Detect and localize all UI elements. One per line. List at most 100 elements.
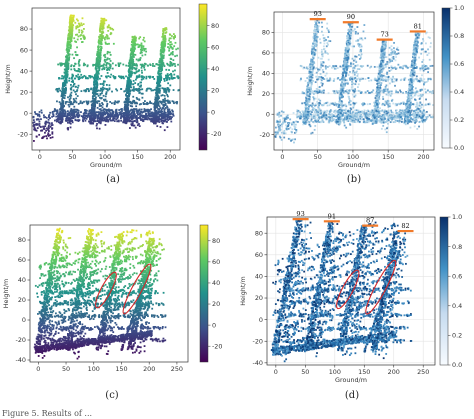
data-point [99, 40, 102, 43]
data-point [92, 100, 95, 103]
data-point [321, 25, 324, 28]
data-point [100, 120, 102, 123]
data-point [153, 117, 155, 120]
data-point [359, 112, 361, 115]
data-point [132, 63, 134, 65]
data-point [309, 86, 311, 89]
data-point [122, 112, 125, 114]
data-point [121, 114, 123, 117]
data-point [138, 91, 141, 94]
data-point [107, 120, 110, 123]
data-point [104, 36, 107, 39]
data-point [64, 102, 67, 105]
data-point [122, 120, 125, 123]
data-point [161, 107, 164, 109]
data-point [60, 113, 63, 116]
data-point [313, 46, 315, 49]
data-point [166, 93, 169, 96]
data-point [85, 114, 88, 117]
data-point [169, 37, 172, 40]
data-point [92, 92, 95, 95]
data-point [283, 132, 285, 135]
data-point [354, 117, 357, 120]
data-point [156, 91, 159, 94]
data-point [306, 103, 309, 106]
data-point [128, 111, 131, 114]
data-point [35, 135, 38, 138]
data-point [318, 107, 320, 110]
data-point [61, 118, 64, 121]
data-point [308, 90, 311, 93]
data-point [314, 81, 317, 84]
data-point [301, 116, 304, 118]
data-point [323, 42, 326, 45]
data-point [63, 109, 66, 112]
data-point [352, 82, 355, 85]
data-point [67, 103, 70, 106]
data-point [282, 117, 285, 120]
data-point [349, 120, 352, 123]
data-point [97, 45, 100, 47]
data-point [63, 81, 66, 84]
data-point [62, 82, 65, 85]
data-point [44, 116, 47, 118]
data-point [323, 89, 325, 92]
data-point [81, 102, 84, 105]
data-point [381, 110, 384, 113]
data-point [283, 119, 286, 122]
data-point [332, 118, 334, 121]
data-point [70, 111, 73, 114]
data-point [325, 72, 328, 75]
data-point [143, 66, 146, 69]
data-point [297, 109, 300, 112]
data-point [164, 114, 166, 116]
data-point [311, 61, 314, 64]
data-point [141, 71, 143, 74]
data-point [304, 108, 307, 111]
data-point [112, 42, 115, 45]
data-point [83, 28, 85, 30]
data-point [315, 111, 318, 114]
data-point [339, 111, 341, 113]
data-point [64, 74, 67, 77]
data-point [91, 114, 94, 117]
data-point [52, 115, 55, 118]
data-point [324, 74, 327, 77]
data-point [341, 119, 344, 122]
data-point [329, 77, 332, 80]
data-point [96, 84, 99, 87]
data-point [347, 81, 349, 84]
data-point [113, 120, 116, 122]
data-point [72, 14, 75, 17]
data-point [55, 115, 58, 118]
data-point [318, 115, 321, 118]
data-point [59, 63, 62, 66]
data-point [109, 26, 112, 29]
data-point [100, 36, 103, 38]
data-point [310, 118, 313, 121]
data-point [337, 106, 340, 109]
data-point [105, 58, 108, 61]
data-point [317, 68, 319, 71]
data-point [349, 37, 351, 40]
data-point [359, 43, 362, 46]
data-point [89, 112, 92, 115]
data-point [108, 66, 111, 69]
data-point [349, 112, 352, 115]
point-cloud [32, 14, 180, 142]
data-point [306, 77, 309, 79]
x-tick-label: 0 [38, 153, 42, 161]
data-point [296, 110, 299, 113]
data-point [57, 90, 59, 93]
data-point [155, 63, 158, 66]
data-point [293, 126, 296, 128]
data-point [97, 117, 99, 120]
data-point [147, 111, 150, 114]
data-point [307, 105, 310, 108]
data-point [308, 74, 311, 77]
data-point [163, 110, 166, 113]
data-point [87, 89, 90, 92]
data-point [81, 30, 84, 33]
data-point [161, 114, 164, 117]
data-point [150, 118, 153, 121]
